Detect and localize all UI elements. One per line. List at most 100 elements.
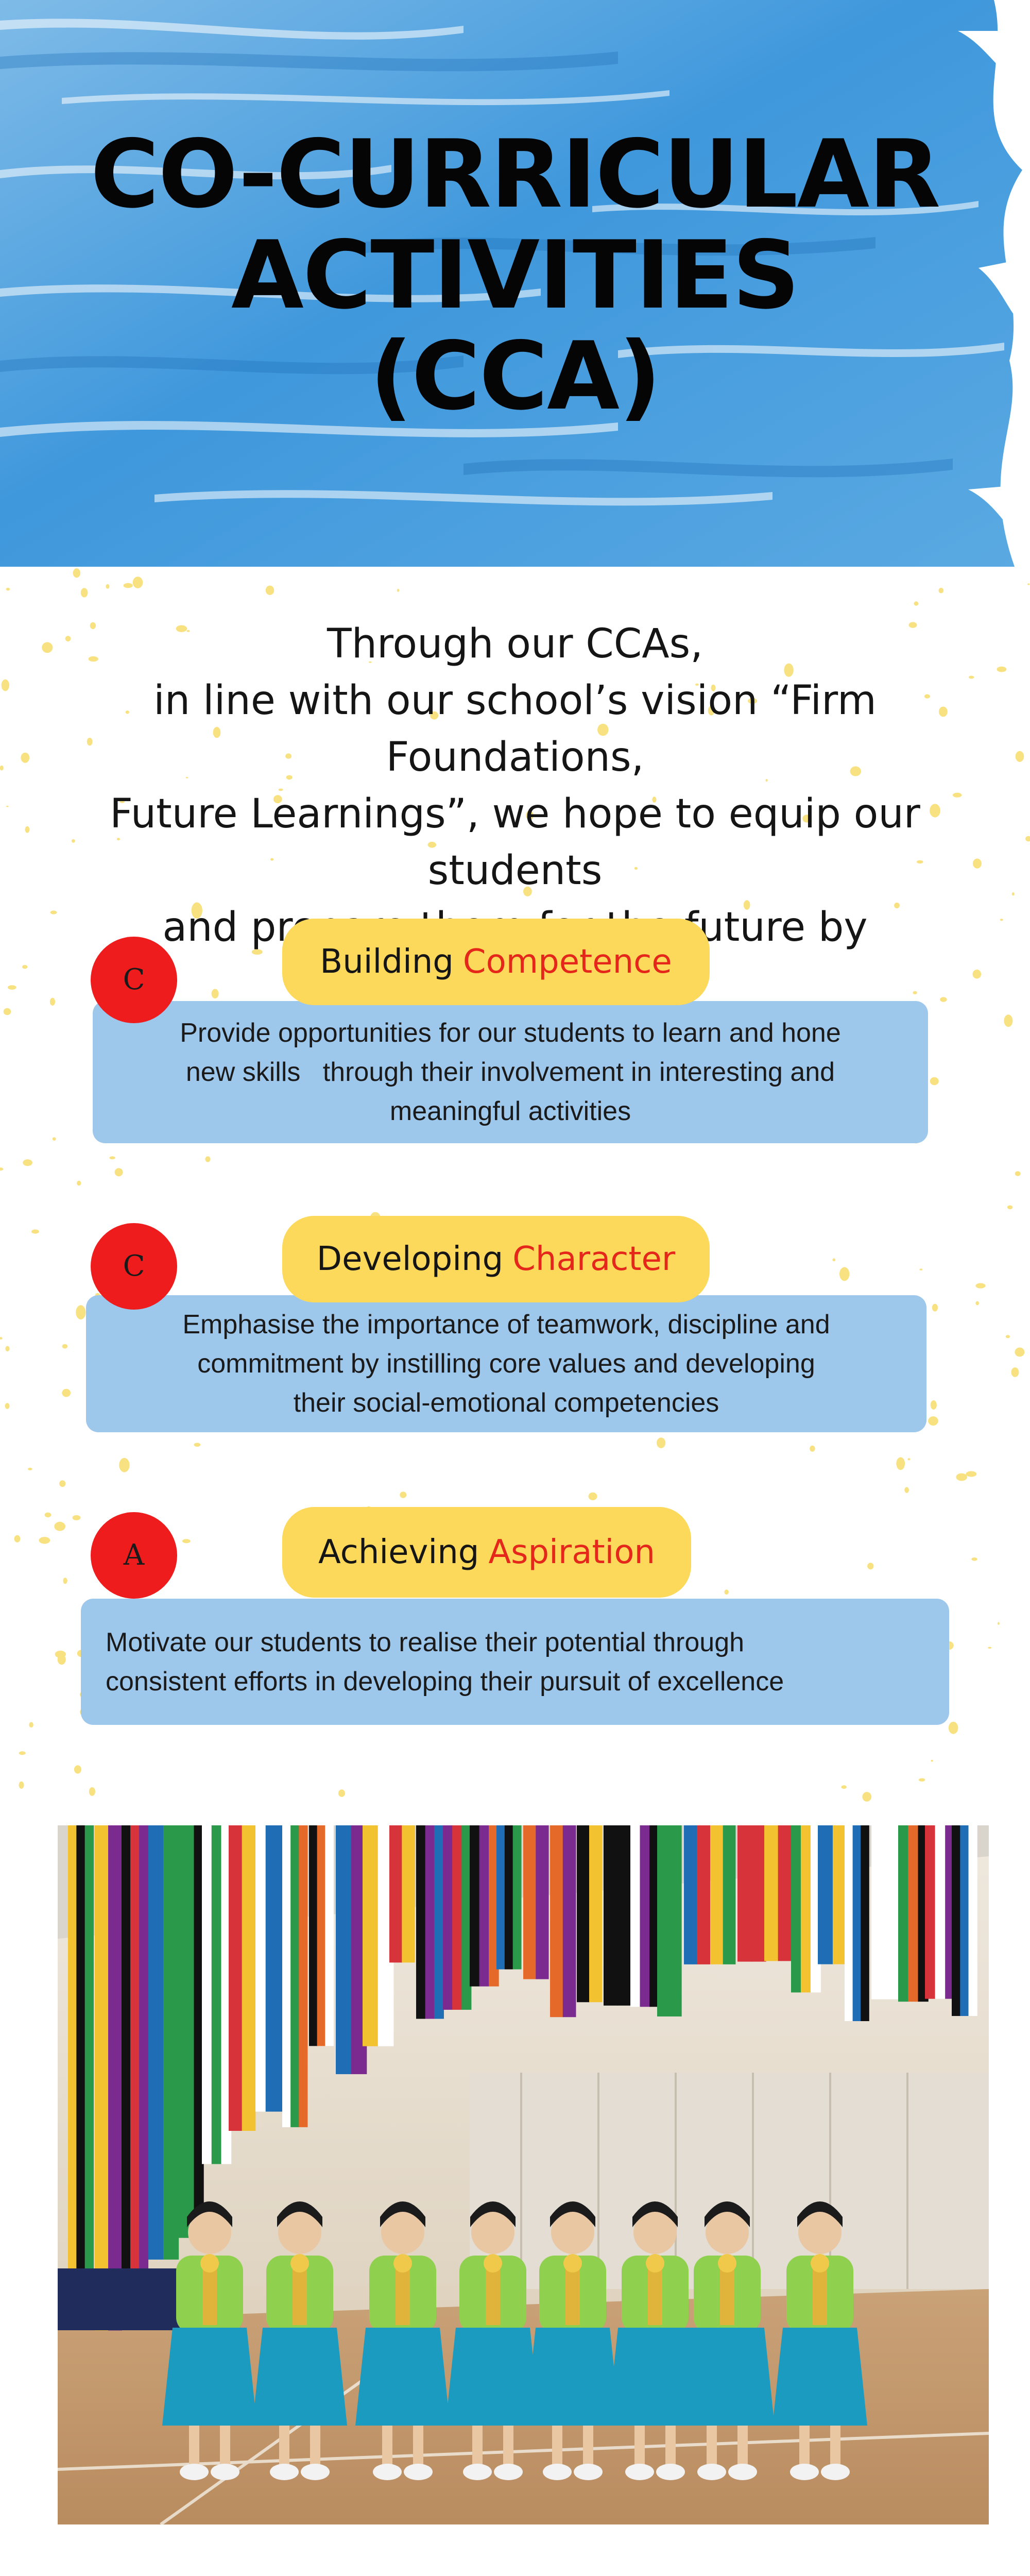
splatter-dot — [597, 723, 609, 736]
pillar-heading-text: Building — [320, 943, 454, 981]
pillar-card-competence: Provide opportunities for our students t… — [93, 1001, 928, 1143]
splatter-dot — [784, 663, 794, 677]
splatter-dot — [971, 1557, 977, 1561]
splatter-dot — [80, 588, 88, 598]
splatter-dot — [966, 1471, 977, 1477]
splatter-dot — [810, 1445, 815, 1452]
splatter-dot — [867, 1563, 874, 1570]
splatter-dot — [0, 1337, 3, 1340]
flag-stripe — [130, 1825, 140, 2287]
flag-stripe — [194, 1825, 204, 2238]
splatter-dot — [748, 698, 758, 704]
title-line-3: (CCA) — [369, 321, 661, 431]
flag-stripe — [852, 1825, 862, 2021]
pillar-heading-text: Developing — [316, 1240, 504, 1278]
splatter-dot — [939, 706, 948, 717]
splatter-dot — [28, 1467, 32, 1470]
card-line-2: consistent efforts in developing their p… — [106, 1666, 784, 1697]
splatter-dot — [931, 1759, 933, 1762]
flag-stripe — [282, 1825, 291, 2127]
flag-stripe — [363, 1825, 379, 2046]
flag-stripe — [737, 1825, 752, 1962]
flag-stripe — [175, 1825, 185, 2238]
flag-stripe — [512, 1825, 522, 1970]
splatter-dot — [1027, 583, 1030, 585]
splatter-dot — [975, 1301, 979, 1306]
flag-stripe — [764, 1825, 779, 1961]
student-figure — [772, 2201, 867, 2480]
splatter-dot — [430, 711, 439, 720]
splatter-dot — [839, 1267, 850, 1281]
splatter-dot — [711, 684, 716, 691]
splatter-dot — [938, 587, 944, 594]
splatter-dot — [896, 1457, 905, 1470]
student-figure — [608, 2201, 702, 2480]
flag-stripe — [229, 1825, 243, 2131]
splatter-dot — [7, 985, 16, 990]
flag-stripe — [309, 1825, 318, 2046]
flag-stripe — [317, 1825, 326, 2046]
splatter-dot — [1025, 836, 1030, 842]
splatter-dot — [338, 1789, 346, 1797]
splatter-dot — [265, 585, 274, 595]
splatter-dot — [369, 661, 372, 663]
flag-stripe — [402, 1825, 415, 1963]
splatter-dot — [50, 910, 57, 914]
flag-stripe — [925, 1825, 936, 1999]
splatter-dot — [31, 1229, 39, 1234]
splatter-dot — [23, 1159, 32, 1166]
flag-stripe — [640, 1825, 650, 2007]
splatter-dot — [0, 765, 4, 771]
splatter-dot — [125, 710, 129, 714]
splatter-dot — [5, 1346, 10, 1352]
splatter-dot — [186, 630, 190, 632]
splatter-dot — [39, 1537, 50, 1544]
flag-stripe — [562, 1825, 576, 2018]
splatter-dot — [119, 800, 125, 803]
flag-stripe — [443, 1825, 453, 2010]
splatter-dot — [932, 1303, 938, 1312]
intro-line-2: in line with our school’s vision “Firm F… — [153, 677, 877, 781]
student-figure — [252, 2201, 347, 2480]
splatter-dot — [286, 775, 293, 780]
splatter-dot — [1005, 1335, 1010, 1338]
splatter-dot — [62, 1388, 71, 1397]
flag-stripe — [148, 1825, 164, 2260]
splatter-dot — [765, 778, 768, 782]
splatter-dot — [14, 1535, 21, 1543]
flag-stripe — [496, 1825, 505, 1970]
splatter-dot — [29, 1722, 33, 1728]
pillar-highlight-text: Competence — [462, 943, 672, 981]
flag-stripe — [504, 1825, 513, 1970]
splatter-dot — [106, 584, 110, 589]
flag-stripe — [139, 1825, 149, 2287]
pillar-highlight-text: Character — [512, 1240, 676, 1278]
flag-stripe — [800, 1825, 811, 1993]
flag-stripe — [255, 1825, 266, 2112]
splatter-dot — [913, 991, 917, 994]
splatter-dot — [132, 577, 143, 588]
splatter-dot — [397, 588, 400, 592]
splatter-dot — [52, 1137, 56, 1141]
flag-stripe — [325, 1825, 334, 2046]
flag-stripe — [952, 1825, 961, 2016]
flag-stripe — [122, 1825, 131, 2287]
flag-stripe — [684, 1825, 698, 1964]
flag-stripe — [630, 1825, 641, 2007]
splatter-dot — [73, 568, 80, 578]
pillar-heading-aspiration: Achieving Aspiration — [282, 1507, 691, 1598]
splatter-dot — [952, 792, 962, 798]
page-title: CO-CURRICULAR ACTIVITIES (CCA) — [0, 124, 1030, 427]
flag-stripe — [68, 1825, 77, 2320]
splatter-dot — [62, 1344, 68, 1349]
pillar-heading-competence: Building Competence — [282, 919, 710, 1005]
card-line-1: Provide opportunities for our students t… — [180, 1018, 841, 1048]
flag-stripe — [898, 1825, 909, 2002]
splatter-dot — [25, 826, 30, 833]
splatter-dot — [76, 1305, 86, 1320]
student-figure — [680, 2201, 775, 2480]
splatter-dot — [251, 949, 263, 955]
splatter-dot — [972, 970, 982, 979]
splatter-dot — [695, 683, 699, 686]
card-line-1: Motivate our students to realise their p… — [106, 1627, 745, 1657]
